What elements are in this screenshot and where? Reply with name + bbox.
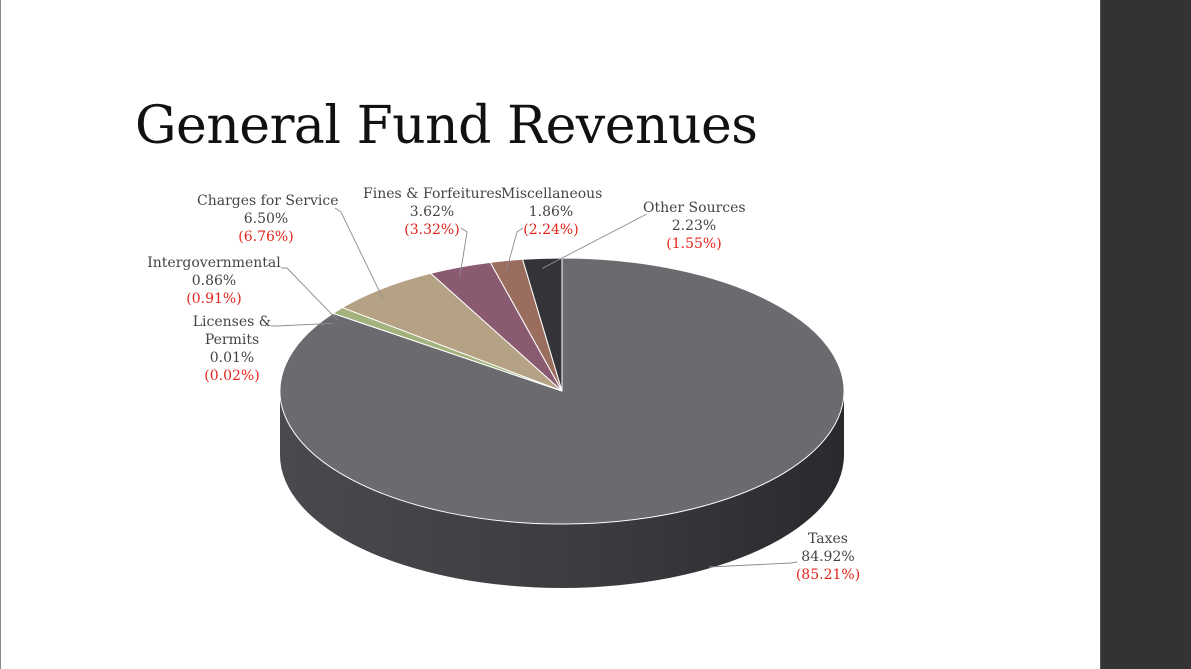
label-name: Intergovernmental (147, 255, 281, 271)
label-prior-value: (0.91%) (186, 291, 242, 307)
label-prior-value: (1.55%) (666, 236, 722, 252)
label-value: 0.86% (191, 273, 237, 289)
leader-line-taxes (708, 561, 798, 568)
label-charges-for-service: Charges for Service 6.50% (6.76%) (197, 192, 339, 246)
label-prior-value: (6.76%) (238, 229, 294, 245)
label-name: Miscellaneous (501, 186, 603, 202)
label-prior-value: (2.24%) (523, 222, 579, 238)
label-prior-value: (3.32%) (404, 222, 460, 238)
label-name-line-2: Permits (204, 332, 260, 348)
label-value: 2.23% (671, 218, 717, 234)
label-value: 3.62% (409, 204, 455, 220)
label-name-line-1: Licenses & (192, 314, 272, 330)
label-other-sources: Other Sources 2.23% (1.55%) (643, 199, 746, 253)
label-taxes: Taxes 84.92% (85.21%) (793, 530, 863, 584)
leader-line-licenses (271, 322, 334, 327)
leader-line-intergov (281, 267, 338, 321)
label-intergovernmental: Intergovernmental 0.86% (0.91%) (147, 254, 281, 308)
label-prior-value: (0.02%) (204, 368, 260, 384)
slide-title: General Fund Revenues (135, 96, 758, 156)
label-value: 6.50% (243, 211, 289, 227)
slide-side-panel (1100, 0, 1191, 669)
label-value: 0.01% (209, 350, 255, 366)
label-value: 1.86% (528, 204, 574, 220)
label-name: Fines & Forfeitures (363, 186, 502, 202)
leader-line-fines (459, 227, 468, 278)
label-name: Taxes (808, 531, 848, 547)
label-name: Other Sources (643, 200, 746, 216)
label-miscellaneous: Miscellaneous 1.86% (2.24%) (501, 185, 603, 239)
label-name: Charges for Service (197, 193, 339, 209)
label-licenses-permits: Licenses & Permits 0.01% (0.02%) (187, 313, 277, 385)
label-prior-value: (85.21%) (795, 567, 861, 583)
label-fines-forfeitures: Fines & Forfeitures 3.62% (3.32%) (363, 185, 502, 239)
pie-slice-charges (341, 272, 563, 392)
leader-line-charges (334, 207, 384, 299)
leader-line-misc (505, 227, 524, 271)
pie-side-taxes (280, 391, 844, 588)
leader-line-other (542, 213, 648, 269)
label-value: 84.92% (801, 549, 855, 565)
